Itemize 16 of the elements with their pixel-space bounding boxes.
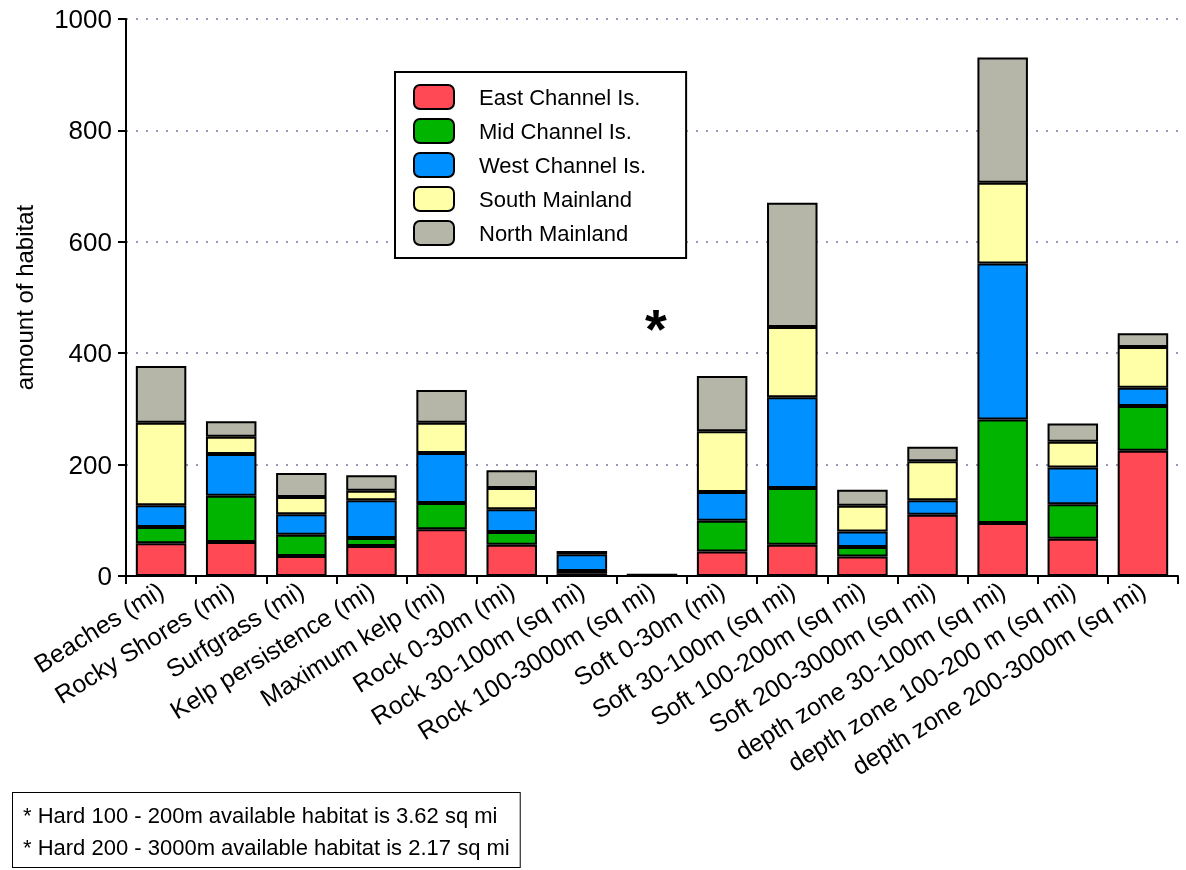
text: * Hard 200 - 3000m available habitat is 2.17 sq mi [23, 834, 510, 860]
y-axis-title: amount of habitat [10, 204, 38, 391]
legend-label: Mid Channel Is. [479, 118, 632, 144]
annotation: * [645, 296, 667, 360]
text: * Hard 100 - 200m available habitat is 3.62 sq mi [23, 802, 498, 828]
bar [556, 554, 608, 571]
legend-label: East Channel Is. [479, 84, 641, 110]
legend-label: West Channel Is. [479, 152, 647, 178]
legend-label: South Mainland [479, 186, 632, 212]
y-tick-label: 600 [68, 226, 112, 257]
legend-label: North Mainland [479, 220, 629, 246]
y-tick-label: 400 [68, 338, 112, 369]
y-tick-label: 800 [68, 115, 112, 146]
y-tick-label: 1000 [54, 4, 112, 34]
y-tick-label: 0 [97, 561, 112, 591]
y-tick-label: 200 [68, 449, 112, 480]
